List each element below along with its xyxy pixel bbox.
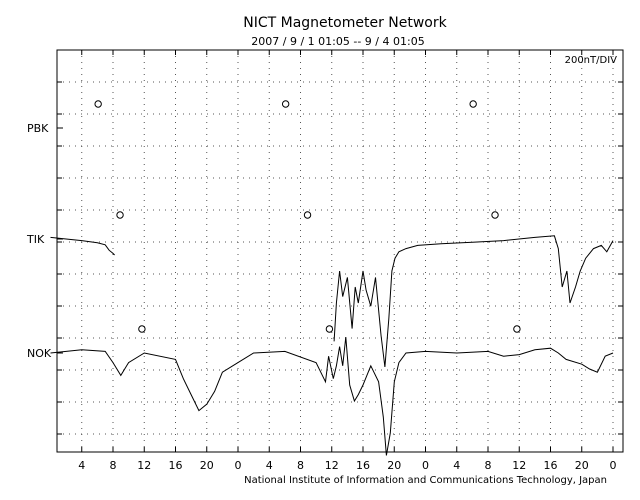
x-tick-label: 8 [485,459,492,472]
x-tick-label: 12 [325,459,339,472]
credit-label: National Institute of Information and Co… [244,475,607,486]
midnight-markers [94,100,521,333]
scale-label: 200nT/DIV [565,55,618,66]
x-tick-labels: 4 8 12 16 20 0 4 8 12 16 20 0 4 8 12 16 20 0 [78,459,616,472]
x-tick-label: 8 [297,459,304,472]
x-tick-label: 12 [512,459,526,472]
x-tick-label: 20 [387,459,401,472]
plot-frame [56,49,624,453]
x-tick-label: 20 [575,459,589,472]
chart-subtitle: 2007 / 9 / 1 01:05 -- 9 / 4 01:05 [251,35,424,48]
station-label-tik: TIK [26,233,45,246]
station-label-nok: NOK [27,347,52,360]
trace-tik [50,236,115,256]
grid-lines [57,50,623,452]
station-label-pbk: PBK [27,122,49,135]
chart-title: NICT Magnetometer Network [243,15,447,31]
midnight-marker [325,325,334,333]
x-tick-label: 8 [110,459,117,472]
x-tick-label: 4 [266,459,273,472]
axis-ticks [57,50,623,452]
station-traces [50,235,614,456]
x-tick-label: 16 [544,459,558,472]
x-tick-label: 0 [610,459,617,472]
midnight-marker [138,325,146,333]
x-tick-label: 20 [200,459,214,472]
midnight-marker [469,100,477,108]
midnight-marker [491,211,499,219]
trace-tik [333,235,614,368]
trace-nok [50,336,614,456]
x-tick-label: 16 [356,459,370,472]
midnight-marker [94,100,102,108]
x-tick-label: 12 [137,459,151,472]
x-tick-label: 4 [78,459,85,472]
midnight-marker [303,211,312,219]
midnight-marker [281,100,290,108]
station-labels: PBK TIK NOK [26,122,63,360]
x-tick-label: 16 [169,459,183,472]
midnight-marker [116,211,124,219]
x-tick-label: 0 [235,459,242,472]
x-tick-label: 0 [422,459,429,472]
x-tick-label: 4 [453,459,460,472]
midnight-marker [513,325,521,333]
